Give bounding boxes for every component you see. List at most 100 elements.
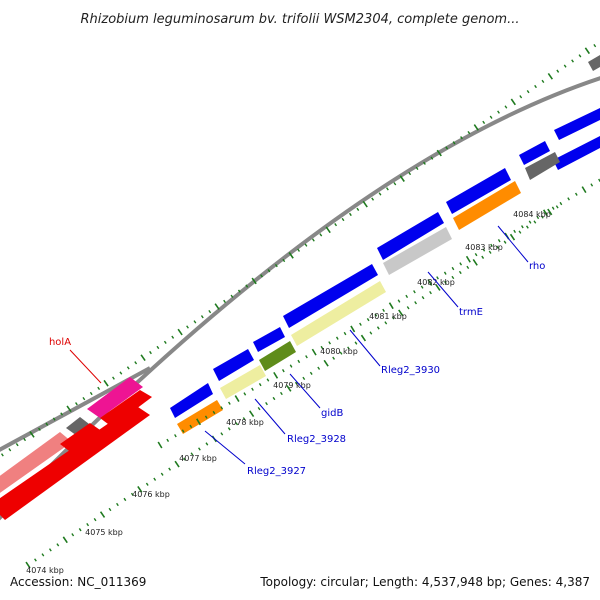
tick-mark <box>220 432 224 436</box>
gene-label-rho[interactable]: rho <box>529 261 545 272</box>
cds-blue-6[interactable] <box>446 168 511 214</box>
tick-label: 4076 kbp <box>132 490 170 499</box>
genome-summary-text: Topology: circular; Length: 4,537,948 bp… <box>259 575 590 589</box>
tick-mark <box>317 366 321 370</box>
tick-mark <box>204 415 208 419</box>
cds-Rleg2_3927[interactable] <box>177 400 223 434</box>
cds-gidB[interactable] <box>259 341 296 371</box>
tick-mark <box>541 79 545 84</box>
tick-mark <box>510 98 516 106</box>
tick-mark <box>526 90 530 94</box>
gene-label-Rleg2_3928[interactable]: Rleg2_3928 <box>287 434 346 445</box>
cds-gray-upper[interactable] <box>66 417 93 438</box>
tick-mark <box>177 328 183 336</box>
leader-Rleg2_3927 <box>204 430 246 465</box>
tick-mark <box>130 492 134 497</box>
gene-label-leaders <box>69 225 529 465</box>
tick-mark <box>366 317 370 322</box>
cds-gray-corner[interactable] <box>588 55 600 71</box>
tick-mark <box>260 274 263 278</box>
tick-mark <box>443 280 447 285</box>
tick-mark <box>137 485 143 493</box>
cds-blue-9[interactable] <box>553 136 600 170</box>
tick-mark <box>429 290 432 295</box>
tick-mark <box>584 47 591 55</box>
cds-blue-2[interactable] <box>213 349 254 381</box>
tick-mark <box>496 245 500 249</box>
tick-mark <box>452 141 456 145</box>
cds-red-arrow[interactable] <box>100 390 152 427</box>
tick-mark <box>574 192 578 196</box>
tick-mark <box>320 345 324 350</box>
tick-mark <box>274 263 278 268</box>
tick-row-top <box>0 43 597 457</box>
tick-mark <box>481 255 485 259</box>
tick-mark <box>265 401 268 406</box>
tick-mark <box>472 259 478 266</box>
tick-mark <box>555 205 559 209</box>
cds-blue-7[interactable] <box>519 141 550 165</box>
gene-label-trmE[interactable]: trmE <box>459 307 483 318</box>
tick-row-bottom <box>25 205 559 569</box>
tick-mark <box>198 447 201 451</box>
cds-trmE[interactable] <box>383 227 452 275</box>
tick-mark <box>23 437 27 442</box>
cds-Rleg2_3930[interactable] <box>291 281 386 346</box>
cds-blue-5[interactable] <box>377 212 444 260</box>
cds-Rleg2_3928[interactable] <box>220 365 266 399</box>
tick-mark <box>193 320 197 324</box>
tick-mark <box>89 391 93 396</box>
tick-label: 4084 kbp <box>513 210 551 219</box>
cds-blue-3[interactable] <box>253 327 285 352</box>
cds-rho[interactable] <box>453 181 521 230</box>
tick-mark <box>183 457 186 461</box>
tick-mark <box>518 230 522 234</box>
cds-blue-8[interactable] <box>554 108 600 140</box>
cds-red-short[interactable] <box>60 423 103 454</box>
gene-label-Rleg2_3930[interactable]: Rleg2_3930 <box>381 365 440 376</box>
tick-mark <box>354 341 358 345</box>
tick-mark <box>251 277 257 285</box>
tick-mark <box>362 200 368 208</box>
leader-trmE <box>427 271 459 308</box>
tick-mark <box>384 321 388 325</box>
accession-text: Accession: NC_011369 <box>10 575 146 589</box>
cds-salmon[interactable] <box>0 432 72 500</box>
tick-mark <box>578 54 582 58</box>
tick-mark <box>234 395 240 402</box>
gene-label-Rleg2_3927[interactable]: Rleg2_3927 <box>247 466 306 477</box>
cds-blue-4[interactable] <box>283 264 378 328</box>
tick-mark <box>267 269 271 273</box>
tick-mark <box>86 523 90 527</box>
tick-mark <box>413 290 416 294</box>
cds-red-long[interactable] <box>0 405 150 520</box>
tick-mark <box>445 146 449 150</box>
cds-gray-right[interactable] <box>525 152 560 180</box>
gene-label-holA[interactable]: holA <box>49 337 71 348</box>
tick-mark <box>547 72 553 80</box>
tick-mark <box>186 325 189 329</box>
tick-mark <box>503 240 507 244</box>
tick-mark <box>386 187 389 191</box>
tick-mark <box>474 252 478 257</box>
tick-mark <box>48 548 52 552</box>
tick-mark <box>334 223 338 227</box>
tick-mark <box>369 331 373 335</box>
tick-mark <box>304 243 308 247</box>
tick-mark <box>382 308 385 312</box>
tick-mark <box>335 336 339 340</box>
tick-mark <box>319 233 323 237</box>
gene-label-gidB[interactable]: gidB <box>321 408 343 419</box>
tick-mark <box>435 284 441 291</box>
tick-mark <box>75 402 78 406</box>
tick-mark <box>423 161 426 165</box>
tick-mark <box>427 279 433 286</box>
cds-blue-1[interactable] <box>170 383 213 418</box>
tick-mark <box>140 354 146 362</box>
tick-mark <box>359 322 362 326</box>
tick-mark <box>348 212 352 217</box>
cds-holA[interactable] <box>87 377 143 418</box>
tick-mark <box>405 294 409 299</box>
tick-mark <box>482 120 486 124</box>
tick-mark <box>220 406 224 410</box>
